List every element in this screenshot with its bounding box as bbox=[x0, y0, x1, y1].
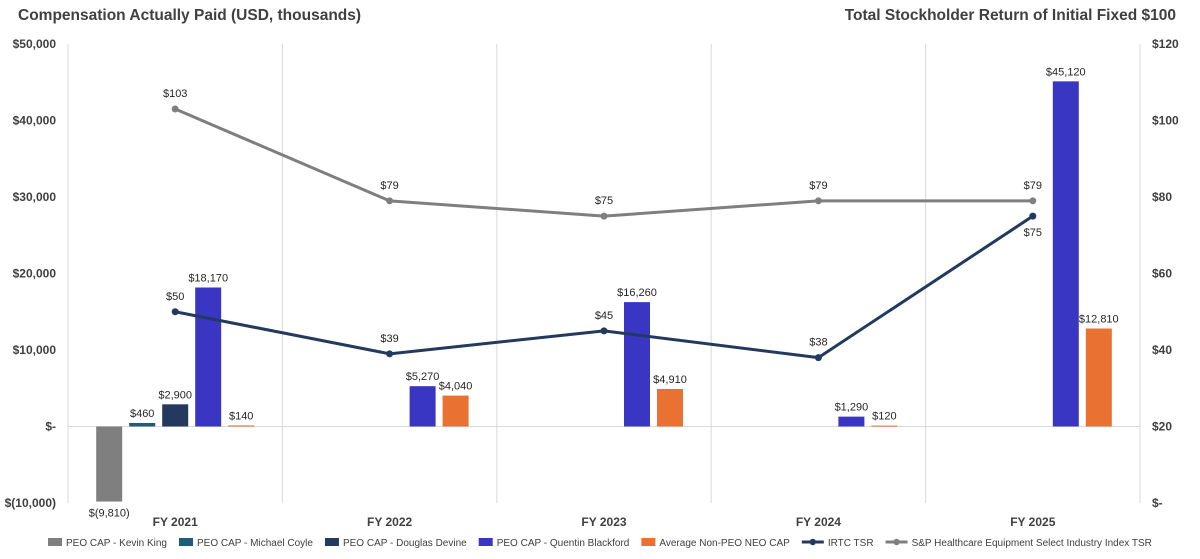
category-tick-label: FY 2022 bbox=[367, 515, 412, 529]
left-axis-title: Compensation Actually Paid (USD, thousan… bbox=[18, 7, 362, 24]
series-point bbox=[386, 197, 394, 205]
bar bbox=[838, 416, 865, 427]
category-tick-label: FY 2024 bbox=[796, 515, 841, 529]
line-data-label: $75 bbox=[595, 195, 613, 207]
bar bbox=[871, 425, 898, 427]
line-data-label: $75 bbox=[1024, 227, 1042, 239]
legend-swatch bbox=[478, 538, 493, 546]
legend-swatch bbox=[178, 538, 193, 546]
left-tick-label: $40,000 bbox=[13, 114, 57, 128]
right-tick-label: $20 bbox=[1152, 420, 1172, 434]
bar bbox=[1052, 81, 1079, 427]
bar-data-label: $140 bbox=[229, 410, 253, 422]
bar-data-label: $45,120 bbox=[1046, 66, 1086, 78]
left-tick-label: $50,000 bbox=[13, 37, 57, 51]
legend-swatch bbox=[324, 538, 339, 546]
line-data-label: $79 bbox=[809, 180, 827, 192]
legend-swatch-marker bbox=[809, 538, 817, 546]
right-axis-title: Total Stockholder Return of Initial Fixe… bbox=[844, 7, 1176, 24]
left-tick-label: $(10,000) bbox=[5, 496, 56, 510]
right-tick-label: $- bbox=[1152, 496, 1163, 510]
legend-label: IRTC TSR bbox=[828, 538, 874, 549]
line-data-label: $45 bbox=[595, 310, 613, 322]
bar-data-label: $1,290 bbox=[835, 402, 869, 414]
bar bbox=[657, 388, 683, 427]
bar-data-label: $5,270 bbox=[406, 371, 440, 383]
legend-swatch bbox=[641, 538, 656, 546]
legend-label: PEO CAP - Douglas Devine bbox=[343, 538, 467, 549]
series-point bbox=[600, 327, 608, 335]
left-tick-label: $20,000 bbox=[13, 267, 57, 281]
line-data-label: $79 bbox=[1024, 180, 1042, 192]
axis-layer: $50,000 $40,000 $30,000 $20,000 $10,000 $- $(1… bbox=[5, 37, 1179, 529]
series-line bbox=[174, 214, 1034, 360]
series-point bbox=[1029, 212, 1037, 220]
bar bbox=[442, 395, 469, 427]
bar-data-label: $4,040 bbox=[439, 381, 473, 393]
bar-data-label: $120 bbox=[872, 411, 896, 423]
category-tick-label: FY 2021 bbox=[153, 515, 198, 529]
bar bbox=[195, 287, 222, 427]
legend-label: PEO CAP - Kevin King bbox=[66, 538, 167, 549]
legend-label: PEO CAP - Michael Coyle bbox=[197, 538, 313, 549]
bar-data-label: $(9,810) bbox=[89, 508, 130, 520]
series-point bbox=[1029, 197, 1037, 205]
legend-swatch bbox=[48, 538, 62, 546]
line-data-label: $103 bbox=[163, 88, 187, 100]
bar-data-label: $2,900 bbox=[158, 389, 192, 401]
bar bbox=[409, 386, 436, 427]
series-point bbox=[171, 308, 179, 316]
bar bbox=[228, 425, 255, 427]
bar bbox=[624, 302, 650, 427]
grid-layer bbox=[67, 44, 1141, 503]
label-layer: $(9,810) $460 $2,900 $18,170 $140 $5,270$4,04… bbox=[89, 66, 1119, 519]
bar-layer bbox=[96, 81, 1112, 502]
right-tick-label: $120 bbox=[1152, 37, 1179, 51]
bar-data-label: $460 bbox=[130, 408, 154, 420]
legend-label: PEO CAP - Quentin Blackford bbox=[497, 538, 630, 549]
right-tick-label: $40 bbox=[1152, 343, 1172, 357]
bar-data-label: $16,260 bbox=[617, 287, 657, 299]
series-point bbox=[600, 212, 608, 220]
line-data-label: $79 bbox=[380, 180, 398, 192]
bar-data-label: $12,810 bbox=[1079, 314, 1119, 326]
right-tick-label: $80 bbox=[1152, 190, 1172, 204]
line-layer bbox=[171, 105, 1037, 362]
bar bbox=[162, 404, 189, 427]
bar bbox=[129, 422, 156, 427]
series-point bbox=[386, 350, 394, 358]
bar-data-label: $4,910 bbox=[653, 374, 687, 386]
bar-data-label: $18,170 bbox=[188, 272, 228, 284]
legend-label: Average Non-PEO NEO CAP bbox=[659, 538, 790, 549]
series-point bbox=[171, 105, 179, 113]
bar bbox=[1085, 328, 1112, 427]
category-tick-label: FY 2023 bbox=[581, 515, 626, 529]
category-tick-label: FY 2025 bbox=[1010, 515, 1055, 529]
bar bbox=[96, 426, 123, 502]
right-tick-label: $60 bbox=[1152, 267, 1172, 281]
legend-swatch-marker bbox=[893, 538, 900, 546]
left-tick-label: $30,000 bbox=[13, 190, 57, 204]
series-point bbox=[814, 197, 822, 205]
series-point bbox=[814, 354, 822, 362]
left-tick-label: $10,000 bbox=[13, 343, 57, 357]
line-data-label: $39 bbox=[380, 333, 398, 345]
right-tick-label: $100 bbox=[1152, 114, 1179, 128]
legend-label: S&P Healthcare Equipment Select Industry… bbox=[912, 538, 1152, 549]
left-tick-label: $- bbox=[45, 420, 56, 434]
line-data-label: $38 bbox=[809, 337, 827, 349]
legend-layer: PEO CAP - Kevin King PEO CAP - Michael Co… bbox=[48, 538, 1152, 549]
line-data-label: $50 bbox=[166, 291, 184, 303]
